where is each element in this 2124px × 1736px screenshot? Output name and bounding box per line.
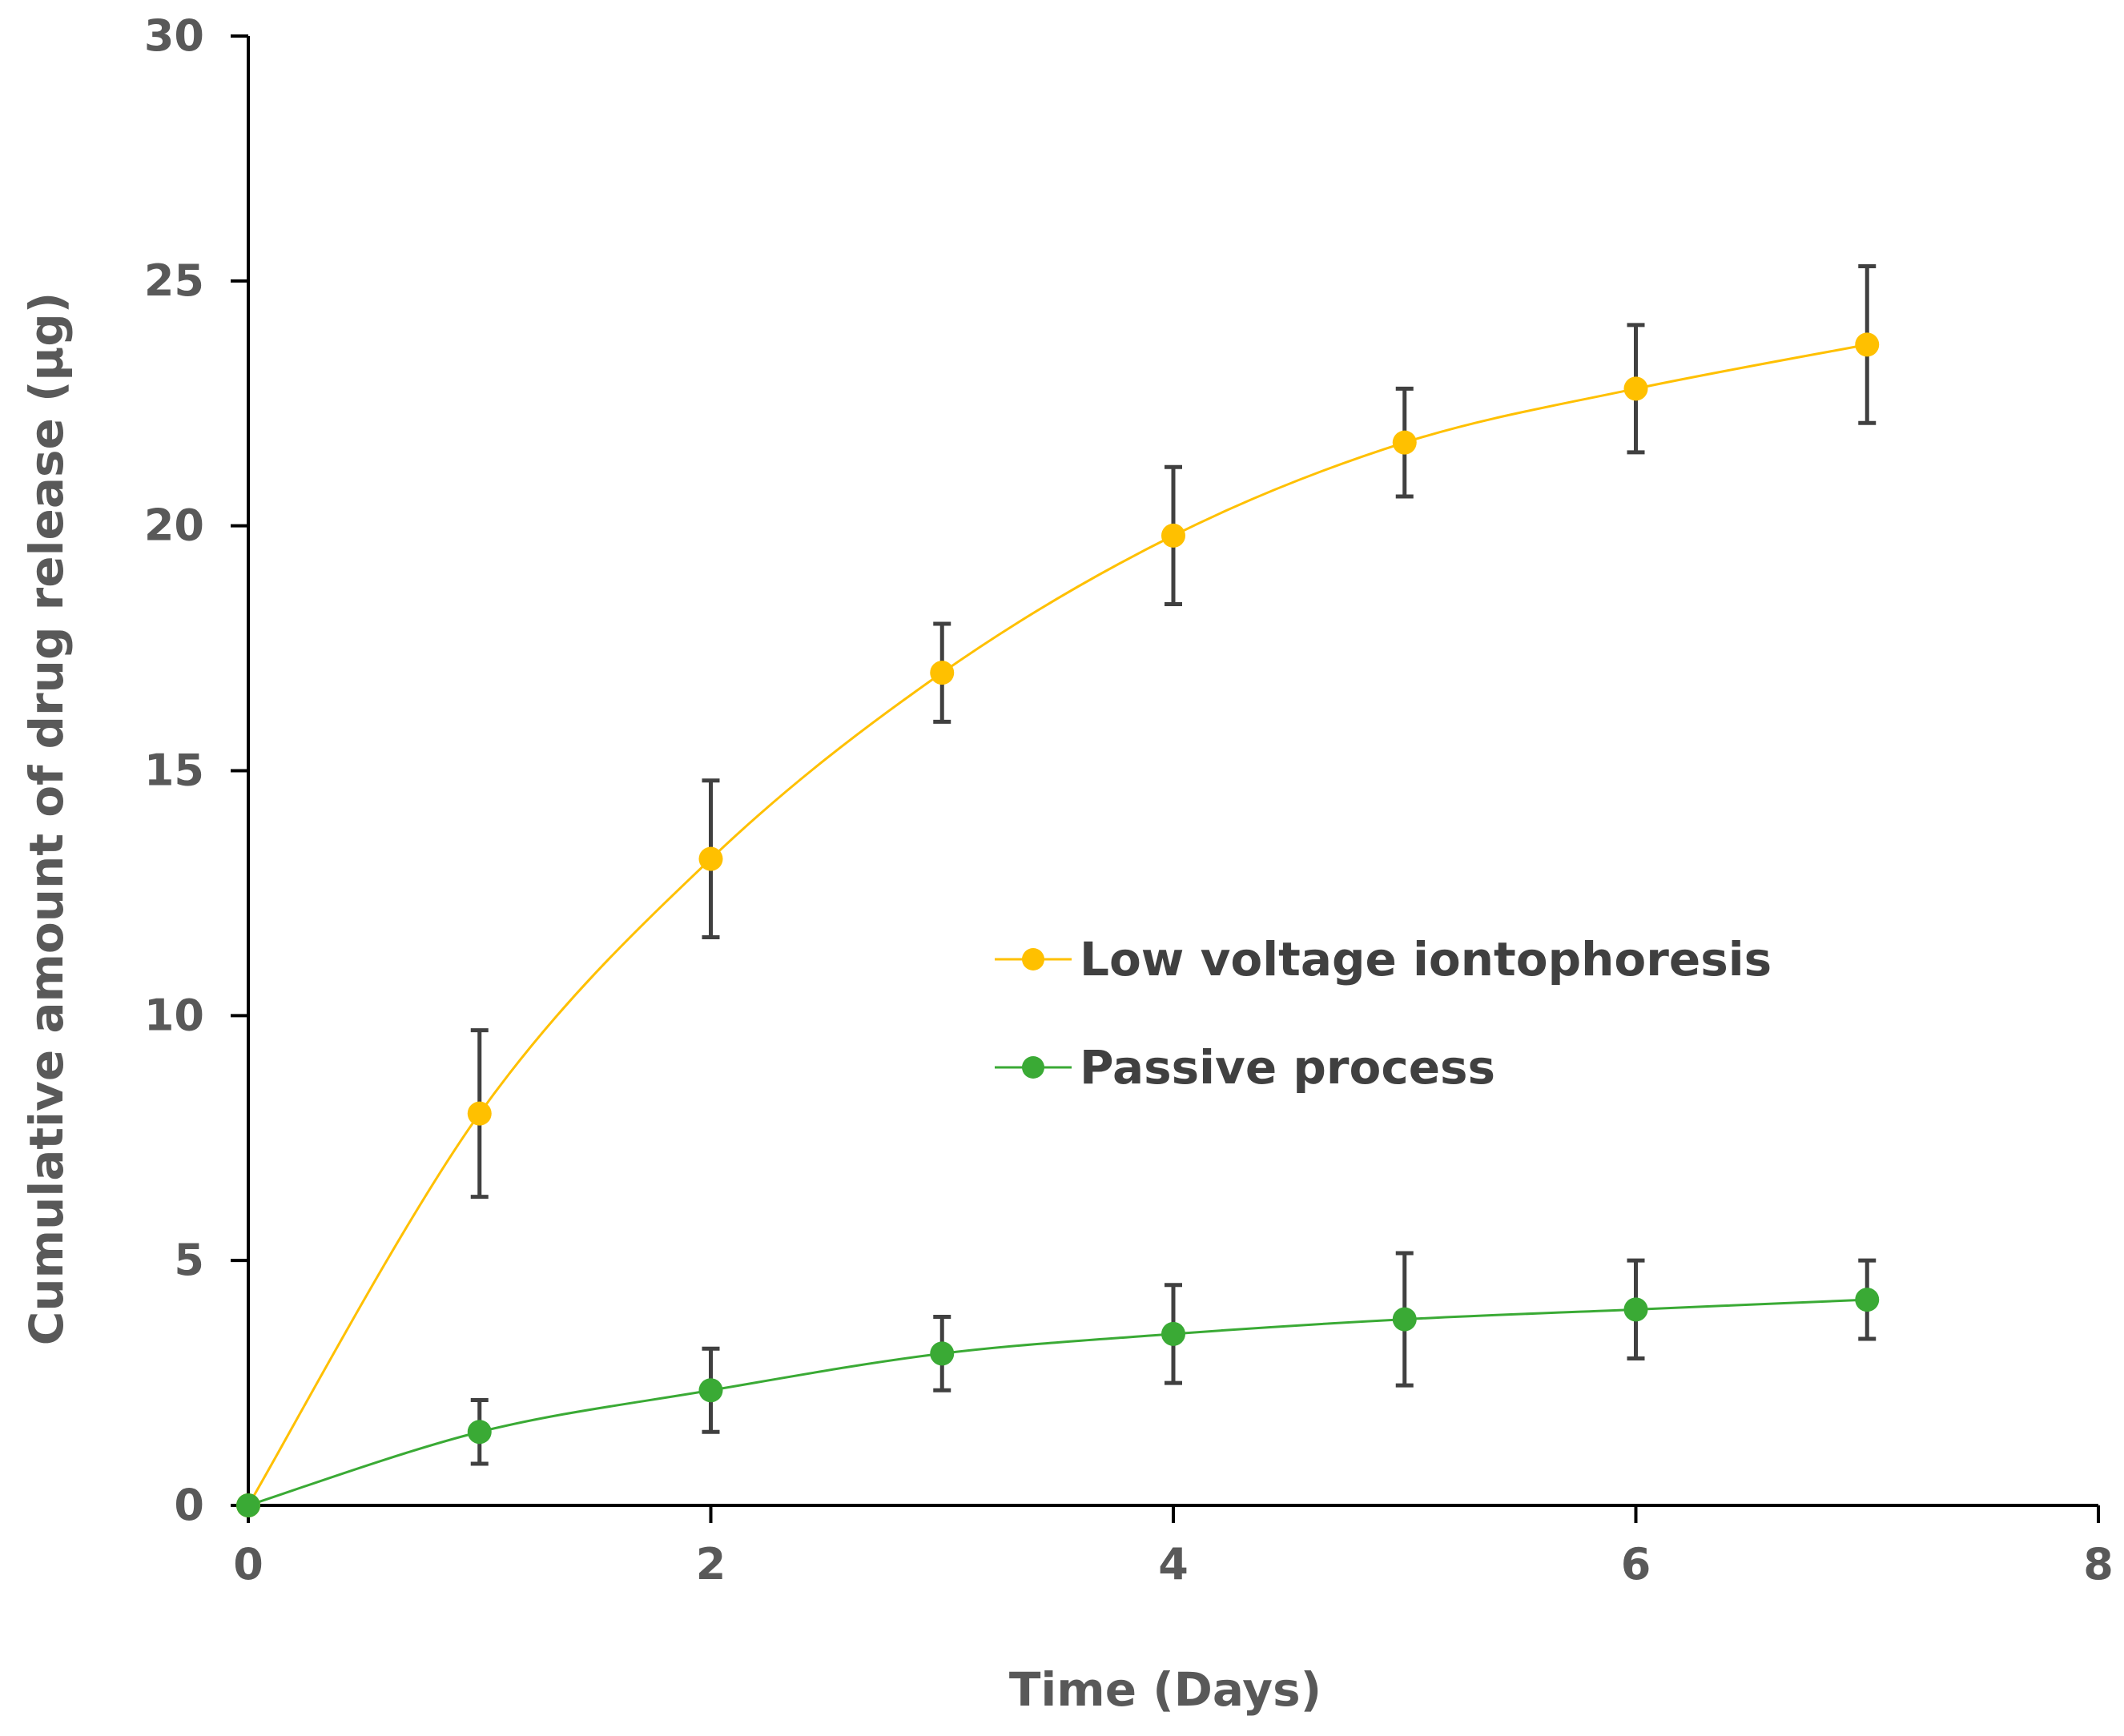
legend-item-passive: Passive process [995,1040,1495,1095]
data-point [698,1378,723,1403]
axes [231,34,2100,1523]
x-tick-label: 0 [233,1539,263,1589]
legend-label: Low voltage iontophoresis [1080,932,1772,987]
data-point [930,661,955,685]
y-tick-label: 15 [144,745,204,796]
x-axis-title: Time (Days) [1009,1662,1321,1717]
y-tick-label: 5 [174,1235,204,1285]
data-point [467,1101,492,1126]
legend: Low voltage iontophoresis Passive proces… [995,932,1772,1095]
y-axis-title: Cumulative amount of drug release (µg) [19,292,74,1345]
legend-label: Passive process [1080,1040,1495,1095]
data-point [1855,332,1880,357]
data-point [467,1420,492,1445]
error-bars [470,263,1877,1466]
y-tick-label: 10 [144,990,204,1040]
tick-labels: 0 5 10 15 20 25 30 0 2 4 6 8 [144,10,2114,1589]
series-line-1 [247,1298,1868,1507]
data-point [1161,1321,1185,1346]
data-point [698,846,723,871]
series-line-0 [247,343,1868,1506]
legend-swatch-marker [1022,948,1044,970]
data-point [1623,376,1648,401]
y-tick-label: 30 [144,10,204,61]
data-point [1392,430,1417,455]
data-point [236,1493,260,1517]
y-tick-label: 20 [144,500,204,551]
series-lines [247,343,1868,1507]
x-tick-label: 4 [1158,1539,1189,1589]
x-tick-label: 2 [696,1539,726,1589]
data-points [236,332,1880,1517]
x-tick-label: 6 [1621,1539,1651,1589]
x-tick-label: 8 [2083,1539,2114,1589]
data-point [1392,1307,1417,1332]
y-tick-label: 25 [144,255,204,306]
data-point [930,1341,955,1366]
data-point [1623,1297,1648,1322]
legend-item-iontophoresis: Low voltage iontophoresis [995,932,1772,987]
data-point [1855,1288,1880,1312]
y-tick-label: 0 [174,1480,204,1530]
legend-swatch-marker [1022,1056,1044,1079]
data-point [1161,523,1185,548]
